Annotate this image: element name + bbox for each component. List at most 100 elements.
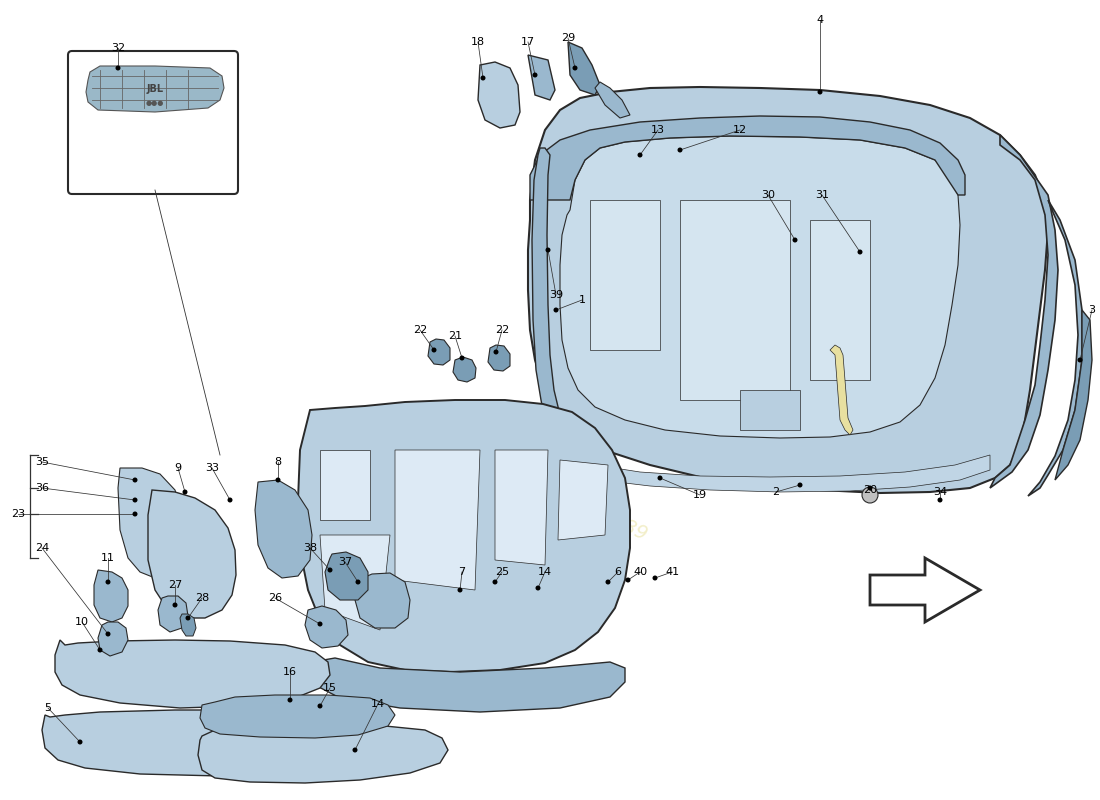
Polygon shape: [830, 345, 852, 435]
Circle shape: [287, 698, 293, 702]
Text: 26: 26: [268, 593, 282, 603]
Circle shape: [116, 66, 121, 70]
Polygon shape: [428, 339, 450, 365]
Polygon shape: [324, 552, 369, 600]
Text: 25: 25: [495, 567, 509, 577]
FancyBboxPatch shape: [68, 51, 238, 194]
Polygon shape: [870, 558, 980, 622]
Circle shape: [77, 739, 82, 745]
Polygon shape: [810, 220, 870, 380]
Circle shape: [318, 622, 322, 626]
Text: 32: 32: [111, 43, 125, 53]
Text: 41: 41: [664, 567, 679, 577]
Polygon shape: [560, 136, 960, 438]
Text: 35: 35: [35, 457, 50, 467]
Text: 28: 28: [195, 593, 209, 603]
Circle shape: [355, 579, 361, 585]
Circle shape: [431, 347, 437, 353]
Circle shape: [638, 153, 642, 158]
Text: 34: 34: [933, 487, 947, 497]
Polygon shape: [395, 450, 480, 590]
Polygon shape: [530, 116, 965, 200]
Circle shape: [481, 75, 485, 81]
Circle shape: [173, 602, 177, 607]
Polygon shape: [1055, 310, 1092, 480]
Circle shape: [106, 631, 110, 637]
Circle shape: [868, 486, 872, 490]
Circle shape: [328, 567, 332, 573]
Text: 31: 31: [815, 190, 829, 200]
Circle shape: [318, 703, 322, 709]
Text: 27: 27: [168, 580, 183, 590]
Circle shape: [792, 238, 798, 242]
Polygon shape: [528, 55, 556, 100]
Circle shape: [553, 307, 559, 313]
Text: 24: 24: [35, 543, 50, 553]
Polygon shape: [158, 596, 188, 632]
Circle shape: [626, 578, 630, 582]
Polygon shape: [488, 345, 510, 371]
Polygon shape: [298, 400, 630, 672]
Polygon shape: [355, 573, 410, 628]
Circle shape: [132, 511, 138, 517]
Polygon shape: [310, 658, 625, 712]
Circle shape: [275, 478, 280, 482]
Text: 8: 8: [274, 457, 282, 467]
Polygon shape: [180, 614, 196, 636]
Polygon shape: [94, 570, 128, 622]
Text: 2: 2: [772, 487, 780, 497]
Circle shape: [536, 586, 540, 590]
Text: 18: 18: [471, 37, 485, 47]
Polygon shape: [42, 710, 358, 776]
Circle shape: [183, 490, 187, 494]
Circle shape: [546, 247, 550, 253]
Polygon shape: [740, 390, 800, 430]
Text: 22: 22: [495, 325, 509, 335]
Text: 7: 7: [459, 567, 465, 577]
Circle shape: [106, 579, 110, 585]
Polygon shape: [86, 66, 224, 112]
Text: 33: 33: [205, 463, 219, 473]
Text: 40: 40: [632, 567, 647, 577]
Text: 23: 23: [11, 509, 25, 519]
Polygon shape: [680, 200, 790, 400]
Polygon shape: [558, 460, 608, 540]
Text: 17: 17: [521, 37, 535, 47]
Circle shape: [1078, 358, 1082, 362]
Text: 14: 14: [538, 567, 552, 577]
Text: 37: 37: [338, 557, 352, 567]
Polygon shape: [200, 695, 395, 738]
Polygon shape: [568, 42, 600, 95]
Text: JBL: JBL: [146, 84, 164, 94]
Circle shape: [862, 487, 878, 503]
Text: ●●●: ●●●: [146, 100, 164, 106]
Circle shape: [352, 747, 358, 753]
Text: 15: 15: [323, 683, 337, 693]
Circle shape: [605, 579, 610, 585]
Polygon shape: [320, 535, 390, 630]
Text: 5: 5: [44, 703, 52, 713]
Polygon shape: [305, 606, 348, 648]
Polygon shape: [590, 200, 660, 350]
Text: 14: 14: [371, 699, 385, 709]
Text: 21: 21: [448, 331, 462, 341]
Polygon shape: [532, 148, 563, 435]
Circle shape: [658, 475, 662, 481]
Text: 38: 38: [302, 543, 317, 553]
Circle shape: [98, 647, 102, 653]
Polygon shape: [1028, 200, 1082, 496]
Polygon shape: [478, 62, 520, 128]
Circle shape: [937, 498, 943, 502]
Text: passion for parts1989: passion for parts1989: [314, 514, 486, 606]
Polygon shape: [55, 640, 330, 708]
Circle shape: [798, 482, 803, 487]
Circle shape: [494, 350, 498, 354]
Text: 9: 9: [175, 463, 182, 473]
Text: 11: 11: [101, 553, 116, 563]
Text: 16: 16: [283, 667, 297, 677]
Text: 1: 1: [579, 295, 585, 305]
Circle shape: [678, 147, 682, 153]
Circle shape: [817, 90, 823, 94]
Circle shape: [532, 73, 538, 78]
Text: 20: 20: [862, 485, 877, 495]
